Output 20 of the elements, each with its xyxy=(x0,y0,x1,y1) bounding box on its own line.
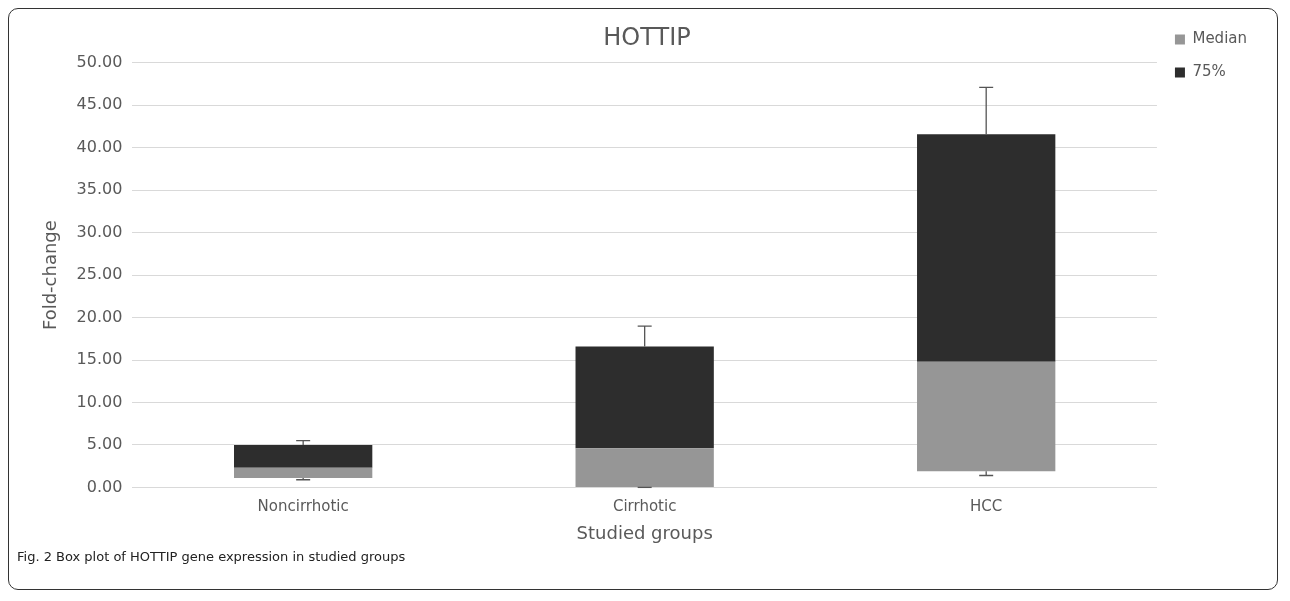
caption: Fig. 2 Box plot of HOTTIP gene expression in studied groups xyxy=(17,549,407,564)
y-tick-label: 50.00 xyxy=(76,51,123,71)
y-tick-label: 0.00 xyxy=(86,476,123,496)
y-axis-title: Fold-change xyxy=(39,220,61,331)
y-tick-label: 35.00 xyxy=(76,179,123,199)
y-tick-label: 40.00 xyxy=(76,136,123,156)
legend-label: Median xyxy=(1192,29,1247,48)
x-tick-label: HCC xyxy=(970,497,1003,516)
y-tick-label: 10.00 xyxy=(76,391,123,411)
y-tick-label: 25.00 xyxy=(76,264,123,284)
x-tick-label: Cirrhotic xyxy=(612,497,677,516)
y-tick-label: 20.00 xyxy=(76,306,123,326)
x-tick-label: Noncirrhotic xyxy=(257,497,349,516)
y-tick-label: 15.00 xyxy=(76,349,123,369)
chart-title: HOTTIP xyxy=(603,22,691,51)
legend-label: 75% xyxy=(1192,62,1226,81)
y-tick-label: 45.00 xyxy=(76,94,123,114)
y-tick-label: 5.00 xyxy=(86,434,123,454)
x-axis-title: Studied groups xyxy=(576,521,713,543)
y-tick-label: 30.00 xyxy=(76,221,123,241)
